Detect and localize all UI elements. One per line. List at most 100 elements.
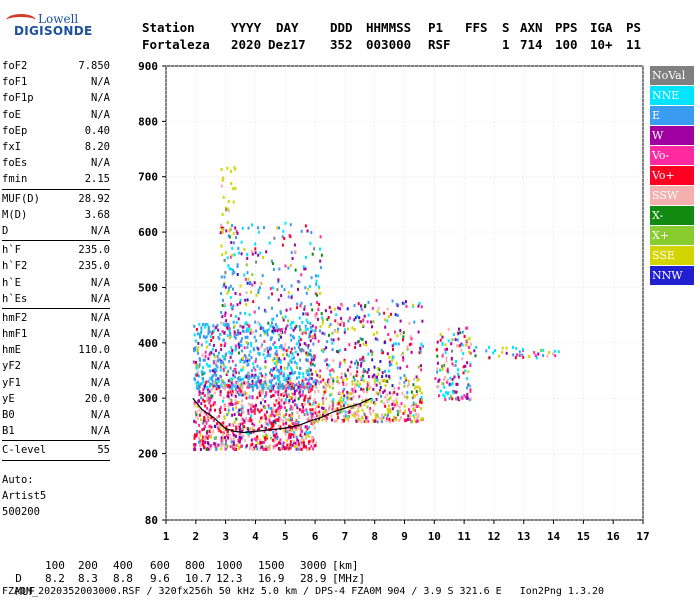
echo-point: [337, 402, 340, 406]
echo-point: [346, 403, 349, 407]
echo-point: [247, 408, 250, 412]
echo-point: [313, 357, 316, 361]
echo-point: [292, 400, 295, 404]
echo-point: [332, 405, 335, 409]
echo-point: [286, 324, 289, 328]
echo-point: [223, 338, 225, 342]
echo-point: [342, 415, 345, 419]
param-name: B0: [2, 409, 15, 422]
echo-point: [285, 308, 288, 312]
echo-point: [322, 400, 325, 404]
echo-point: [269, 324, 272, 328]
echo-point: [450, 382, 453, 386]
echo-point: [298, 375, 301, 379]
echo-point: [258, 380, 261, 384]
echo-point: [380, 394, 382, 398]
echo-point: [354, 316, 357, 320]
echo-point: [295, 435, 298, 439]
echo-point: [292, 372, 295, 376]
echo-point: [386, 379, 388, 383]
echo-point: [262, 353, 265, 357]
echo-point: [340, 399, 343, 403]
echo-point: [207, 357, 210, 361]
echo-point: [211, 369, 214, 373]
echo-point: [299, 348, 301, 352]
echo-point: [299, 394, 302, 398]
echo-point: [202, 391, 205, 395]
echo-point: [342, 389, 344, 393]
echo-point: [309, 330, 312, 334]
echo-point: [406, 418, 409, 421]
echo-point: [466, 397, 469, 400]
echo-point: [208, 384, 211, 388]
echo-point: [312, 438, 315, 442]
echo-point: [306, 382, 309, 386]
echo-point: [383, 341, 386, 345]
echo-point: [202, 366, 204, 370]
echo-point: [231, 349, 234, 352]
echo-point: [234, 292, 237, 295]
echo-point: [241, 411, 243, 414]
echo-point: [391, 392, 394, 396]
echo-point: [451, 362, 454, 366]
echo-point: [243, 420, 246, 424]
param-row: yF1 N/A: [2, 375, 110, 391]
echo-point: [222, 363, 225, 367]
echo-point: [234, 344, 237, 348]
echo-point: [475, 345, 478, 349]
echo-point: [310, 418, 313, 422]
echo-point: [455, 390, 458, 394]
echo-point: [413, 377, 416, 381]
echo-point: [456, 344, 459, 348]
echo-point: [400, 402, 403, 406]
echo-point: [462, 352, 465, 356]
echo-point: [280, 284, 283, 288]
echo-point: [232, 187, 235, 191]
echo-point: [208, 424, 211, 428]
echo-point: [232, 287, 234, 291]
echo-point: [391, 407, 394, 411]
echo-point: [410, 342, 413, 346]
echo-point: [332, 369, 335, 373]
echo-point: [291, 393, 294, 397]
echo-point: [222, 399, 224, 403]
echo-point: [198, 430, 201, 434]
echo-point: [277, 378, 280, 382]
echo-point: [385, 374, 388, 378]
echo-point: [224, 271, 227, 275]
echo-point: [284, 384, 287, 388]
echo-point: [329, 369, 332, 373]
echo-point: [230, 314, 232, 317]
echo-point: [236, 265, 239, 268]
echo-point: [512, 345, 514, 349]
echo-point: [277, 424, 280, 428]
echo-point: [434, 377, 437, 380]
hdr-label-ffs: FFS: [465, 20, 488, 35]
echo-point: [251, 422, 254, 426]
echo-point: [261, 274, 264, 278]
echo-point: [215, 382, 218, 385]
echo-point: [303, 307, 306, 311]
echo-point: [193, 447, 196, 451]
echo-point: [198, 382, 201, 386]
echo-point: [202, 358, 205, 362]
echo-point: [321, 331, 324, 335]
echo-point: [450, 342, 453, 346]
parameter-panel: foF2 7.850 foF1 N/A foF1p N/A foE N/A foEp 0.40 fx…: [2, 58, 110, 520]
echo-point: [340, 372, 343, 376]
echo-point: [250, 341, 252, 345]
echo-point: [386, 393, 389, 397]
echo-point: [419, 398, 422, 402]
echo-point: [457, 372, 460, 376]
echo-point: [221, 315, 224, 319]
echo-point: [200, 326, 203, 330]
echo-point: [230, 383, 233, 387]
echo-point: [213, 355, 216, 359]
param-value: 8.20: [84, 141, 110, 154]
echo-point: [343, 360, 346, 364]
echo-point: [342, 378, 345, 382]
echo-point: [200, 343, 203, 347]
echo-point: [387, 369, 390, 373]
echo-point: [399, 376, 402, 380]
echo-point: [253, 383, 256, 387]
